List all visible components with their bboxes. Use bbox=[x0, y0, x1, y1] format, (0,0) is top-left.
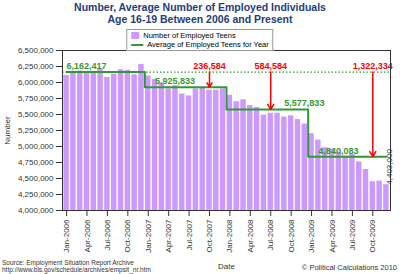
svg-text:Number: Number bbox=[3, 116, 12, 145]
svg-text:4,403,000: 4,403,000 bbox=[385, 149, 394, 185]
svg-text:6,500,000: 6,500,000 bbox=[18, 46, 54, 55]
svg-text:5,750,000: 5,750,000 bbox=[18, 94, 54, 103]
svg-text:5,500,000: 5,500,000 bbox=[18, 110, 54, 119]
svg-text:Oct-2007: Oct-2007 bbox=[205, 219, 214, 252]
svg-text:Apr-2007: Apr-2007 bbox=[164, 219, 173, 252]
svg-text:Jan-2006: Jan-2006 bbox=[62, 219, 71, 253]
svg-text:5,000,000: 5,000,000 bbox=[18, 142, 54, 151]
html-text:Source: Employment Situation R: Source: Employment Situation Report Arch… bbox=[2, 259, 134, 266]
svg-text:Oct-2006: Oct-2006 bbox=[123, 219, 132, 252]
svg-text:Jul-2007: Jul-2007 bbox=[185, 219, 194, 250]
svg-text:1,322,334: 1,322,334 bbox=[353, 61, 393, 71]
svg-text:4,500,000: 4,500,000 bbox=[18, 174, 54, 183]
svg-text:584,584: 584,584 bbox=[254, 61, 287, 71]
svg-text:Jul-2009: Jul-2009 bbox=[348, 219, 357, 250]
svg-text:4,250,000: 4,250,000 bbox=[18, 190, 54, 199]
html-text:http://www.bls.gov/schedule/ar: http://www.bls.gov/schedule/archives/emp… bbox=[2, 266, 151, 273]
svg-text:Oct-2009: Oct-2009 bbox=[368, 219, 377, 252]
svg-text:Jan-2008: Jan-2008 bbox=[225, 219, 234, 253]
html-text:© Political Calculations 2010: © Political Calculations 2010 bbox=[301, 263, 397, 272]
svg-text:6,250,000: 6,250,000 bbox=[18, 62, 54, 71]
html-text:Average of Employed Teens for: Average of Employed Teens for Year bbox=[147, 40, 269, 49]
svg-text:236,584: 236,584 bbox=[193, 61, 226, 71]
svg-text:5,250,000: 5,250,000 bbox=[18, 126, 54, 135]
html-text:Number, Average Number of Empl: Number, Average Number of Employed Indiv… bbox=[74, 1, 326, 25]
svg-text:4,840,083: 4,840,083 bbox=[318, 146, 358, 156]
svg-text:Jan-2009: Jan-2009 bbox=[307, 219, 316, 253]
svg-text:5,577,833: 5,577,833 bbox=[284, 98, 324, 108]
svg-text:Apr-2008: Apr-2008 bbox=[246, 219, 255, 252]
svg-text:Jan-2007: Jan-2007 bbox=[144, 219, 153, 253]
svg-text:4,000,000: 4,000,000 bbox=[18, 206, 54, 215]
svg-text:Oct-2008: Oct-2008 bbox=[287, 219, 296, 252]
svg-text:4,750,000: 4,750,000 bbox=[18, 158, 54, 167]
svg-text:5,925,833: 5,925,833 bbox=[155, 76, 195, 86]
svg-text:Jul-2006: Jul-2006 bbox=[103, 219, 112, 250]
svg-text:Date: Date bbox=[218, 262, 235, 271]
svg-text:6,162,417: 6,162,417 bbox=[67, 61, 107, 71]
svg-text:Apr-2006: Apr-2006 bbox=[83, 219, 92, 252]
svg-text:Jul-2008: Jul-2008 bbox=[266, 219, 275, 250]
svg-text:6,000,000: 6,000,000 bbox=[18, 78, 54, 87]
html-text:Number of Employed Teens: Number of Employed Teens bbox=[143, 31, 236, 40]
svg-text:Apr-2009: Apr-2009 bbox=[328, 219, 337, 252]
